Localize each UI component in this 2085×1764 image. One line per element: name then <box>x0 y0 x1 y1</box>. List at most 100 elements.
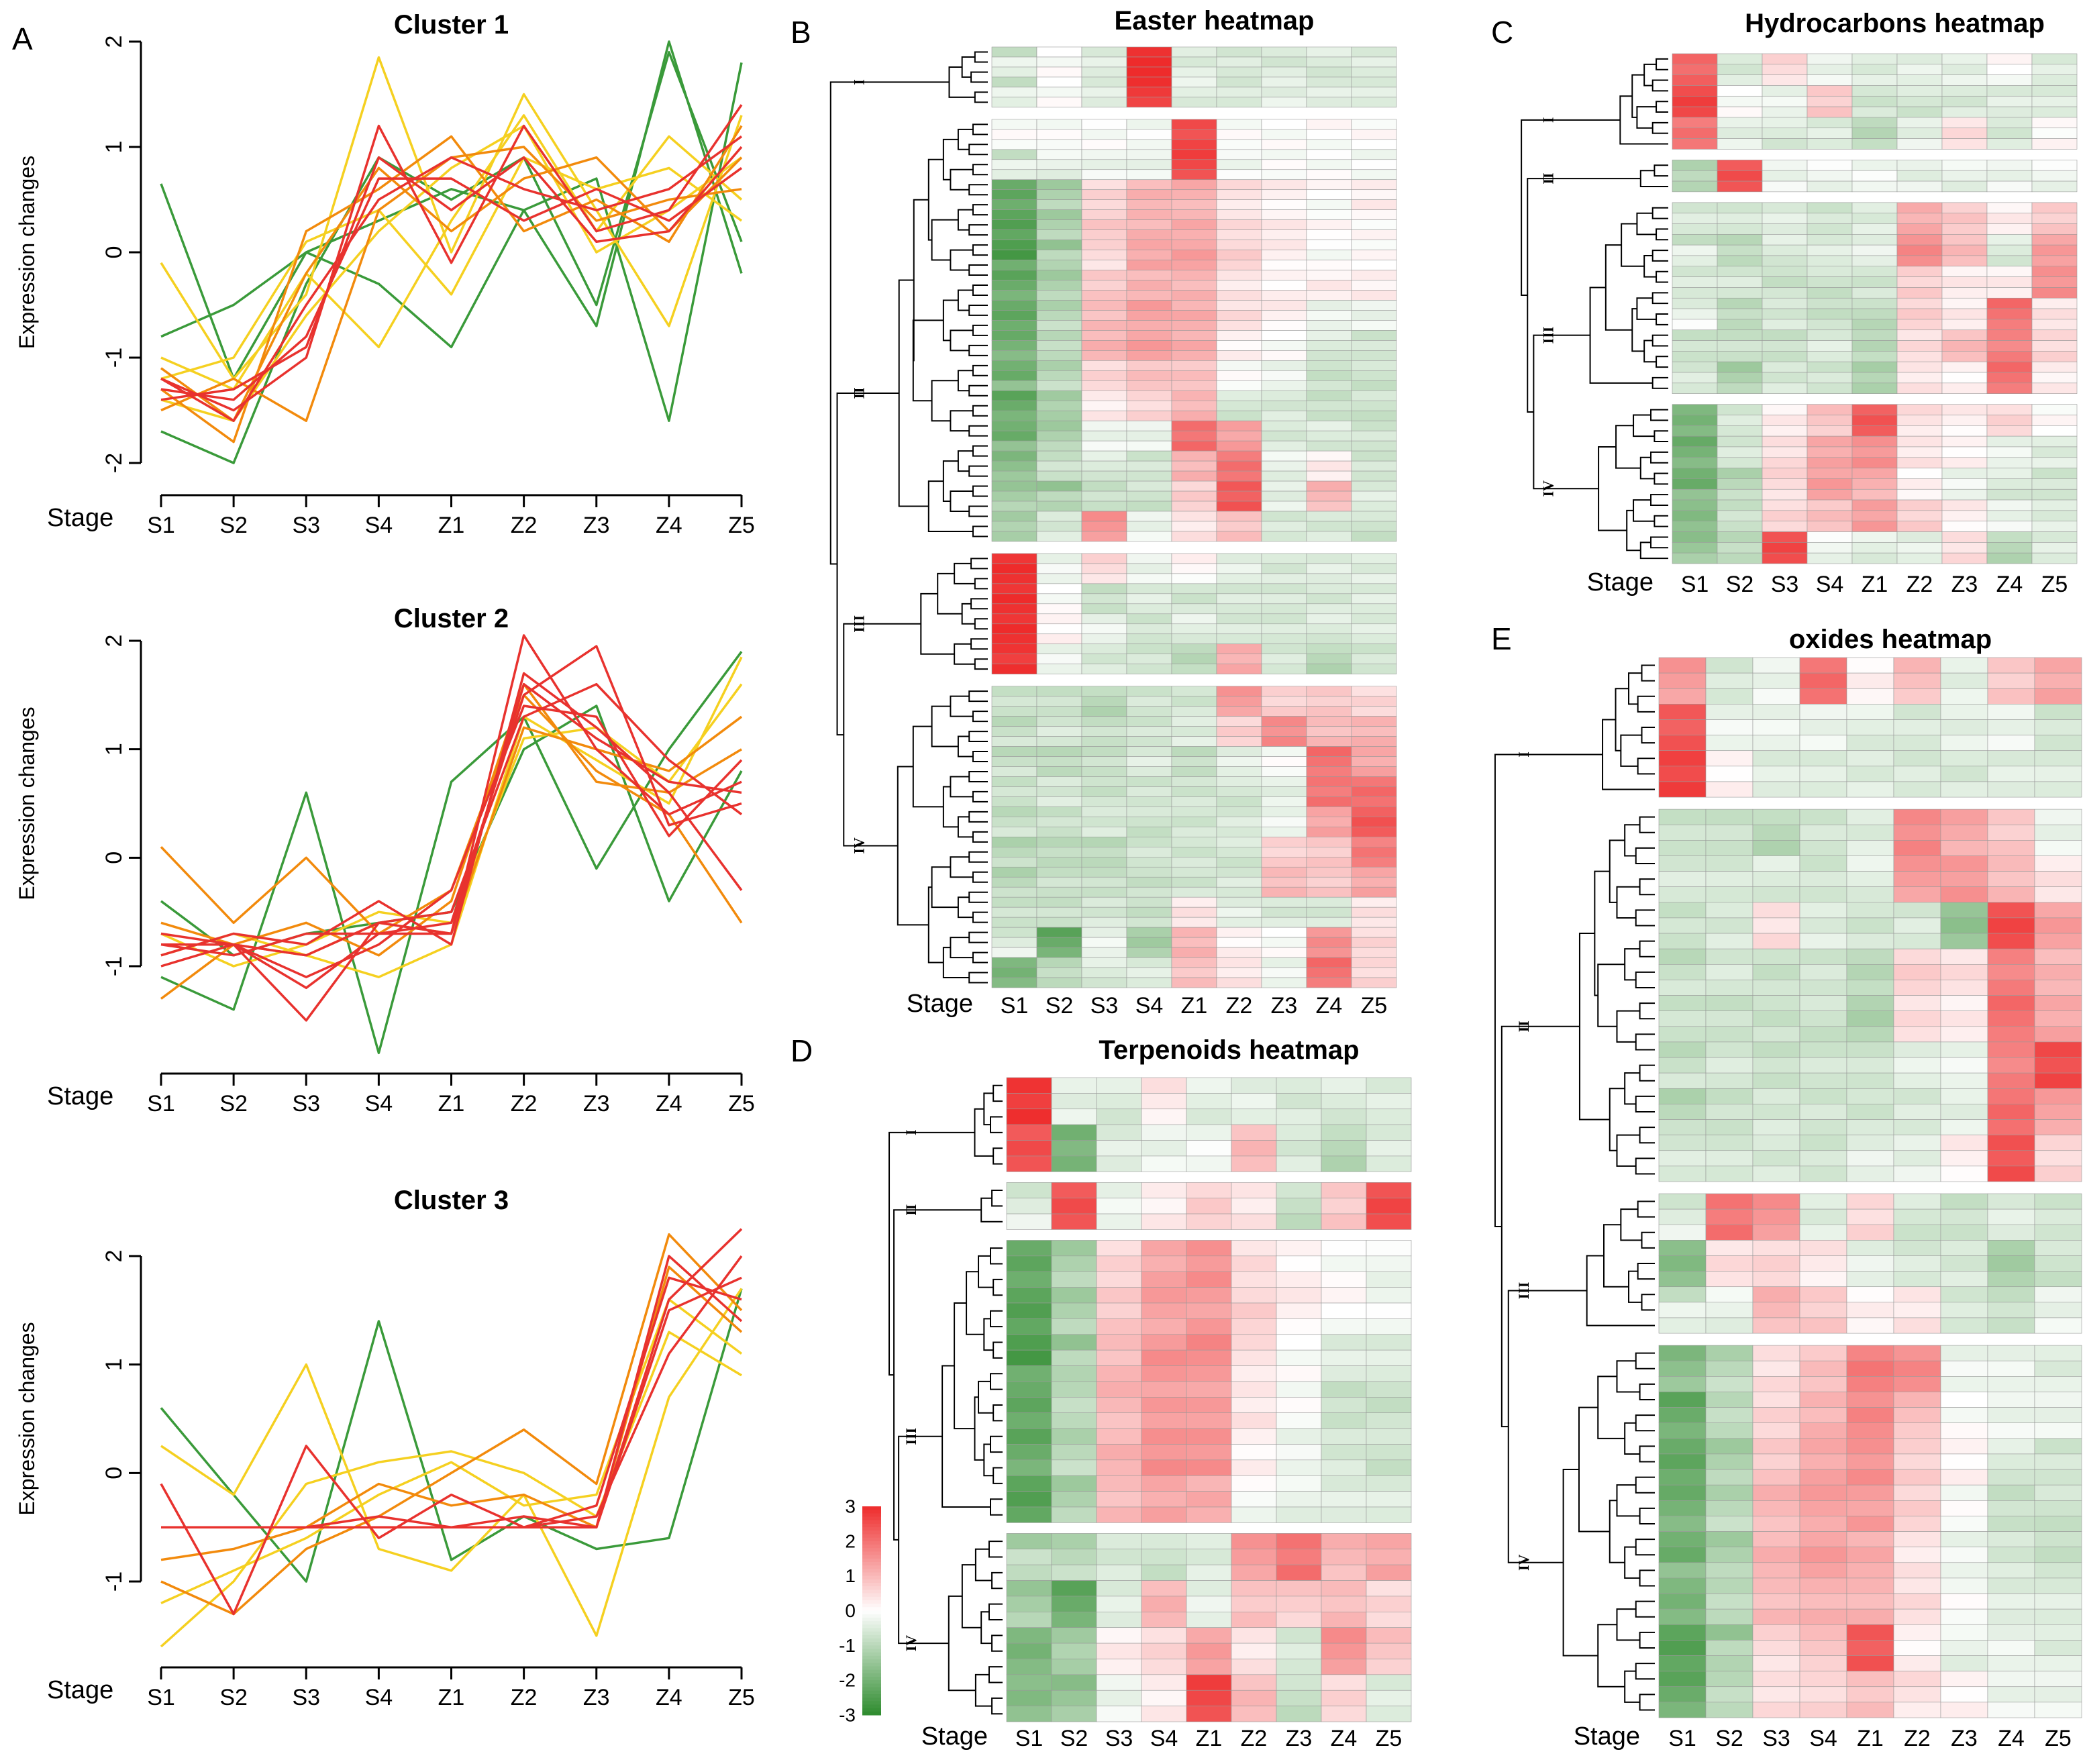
heatmap-cell <box>1986 329 2033 341</box>
heatmap-cell <box>1807 521 1853 532</box>
heatmap-cell <box>1186 1627 1232 1644</box>
heatmap-cell <box>1126 736 1172 747</box>
heatmap-cell <box>1186 1564 1232 1581</box>
color-scale-step <box>862 1590 881 1594</box>
heatmap-cell <box>1171 886 1217 898</box>
heatmap-cell <box>1846 1547 1894 1563</box>
heatmap-cell <box>1096 1213 1142 1230</box>
heatmap-cell <box>1799 902 1847 919</box>
heatmap-cell <box>1752 1422 1800 1439</box>
heatmap-cell <box>1752 933 1800 949</box>
heatmap-cell <box>1941 276 1988 288</box>
heatmap-cell <box>1846 1345 1894 1361</box>
heatmap-cell <box>991 360 1037 371</box>
heatmap-cell <box>1216 310 1262 321</box>
heatmap-cell <box>1171 786 1217 797</box>
heatmap-cell <box>1171 511 1217 522</box>
column-label: S2 <box>1060 1726 1088 1751</box>
heatmap-cell <box>1672 170 1718 182</box>
heatmap-cell <box>1261 716 1307 727</box>
heatmap-cell <box>1006 1349 1052 1366</box>
heatmap-cell <box>1807 468 1853 479</box>
heatmap-cell <box>1893 750 1941 767</box>
heatmap-cell <box>1705 1655 1753 1671</box>
heatmap-cell <box>1126 817 1172 827</box>
heatmap-cell <box>1036 696 1082 707</box>
heatmap-cell <box>1941 138 1988 150</box>
heatmap-cell <box>1171 320 1217 331</box>
heatmap-cell <box>1658 1193 1707 1210</box>
heatmap-cell <box>1306 260 1352 270</box>
heatmap-cell <box>1321 1287 1367 1304</box>
heatmap-cell <box>1807 308 1853 320</box>
heatmap-cell <box>1096 1580 1142 1597</box>
heatmap-cell <box>991 66 1037 78</box>
heatmap-cell <box>1846 995 1894 1011</box>
heatmap-cell <box>1096 1077 1142 1094</box>
heatmap-cell <box>2034 1088 2082 1104</box>
heatmap-cell <box>1940 1547 1988 1563</box>
heatmap-cell <box>1987 688 2035 705</box>
heatmap-cell <box>1276 1627 1322 1644</box>
heatmap-cell <box>1306 583 1352 594</box>
heatmap-cluster-IV <box>1672 404 2078 564</box>
heatmap-cell <box>1752 980 1800 996</box>
heatmap-cell <box>1231 1365 1277 1382</box>
heatmap-cell <box>1705 1104 1753 1120</box>
heatmap-cell <box>1762 478 1808 490</box>
heatmap-cell <box>1351 320 1397 331</box>
heatmap-cell <box>1081 633 1127 645</box>
heatmap-cell <box>1893 1286 1941 1303</box>
heatmap-cell <box>1672 468 1718 479</box>
heatmap-cell <box>1231 1549 1277 1565</box>
color-scale-step <box>862 1593 881 1598</box>
heatmap-cell <box>1036 511 1082 522</box>
heatmap-cell <box>1141 1459 1187 1476</box>
dendrogram-branch <box>972 711 988 723</box>
heatmap-cell <box>1306 947 1352 958</box>
y-axis-label: Expression changes <box>15 156 39 349</box>
heatmap-cell <box>1807 276 1853 288</box>
x-tick-label: Z4 <box>656 513 682 538</box>
heatmap-cell <box>1231 1580 1277 1597</box>
heatmap-cell <box>1658 1624 1707 1641</box>
dendrogram-branch <box>961 603 975 625</box>
heatmap-cell <box>1096 1255 1142 1272</box>
heatmap-cell <box>1126 189 1172 200</box>
heatmap-cell <box>1987 1671 2035 1688</box>
heatmap-cell <box>1807 85 1853 97</box>
heatmap-cluster-I <box>991 46 1397 108</box>
heatmap-cell <box>1306 410 1352 421</box>
heatmap-cell <box>1366 1255 1412 1272</box>
heatmap-cell <box>1851 510 1898 522</box>
heatmap-cell <box>1351 947 1397 958</box>
heatmap-cell <box>1351 240 1397 250</box>
heatmap-cell <box>1893 1026 1941 1043</box>
heatmap-cell <box>1986 160 2033 171</box>
heatmap-cell <box>1672 266 1718 277</box>
heatmap-cell <box>1366 1198 1412 1214</box>
column-label: S3 <box>1762 1726 1790 1751</box>
heatmap-cell <box>1986 468 2033 479</box>
dendrogram-branch <box>974 578 988 590</box>
heatmap-cell <box>1216 199 1262 210</box>
heatmap-cell <box>1231 1459 1277 1476</box>
heatmap-cell <box>1261 563 1307 574</box>
heatmap-cell <box>1717 297 1763 309</box>
dendrogram-branch <box>972 831 988 843</box>
heatmap-cell <box>1672 340 1718 352</box>
heatmap-cell <box>1366 1213 1412 1230</box>
heatmap-cell <box>1126 169 1172 180</box>
dendrogram-branch <box>1635 1663 1655 1680</box>
heatmap-title: Hydrocarbons heatmap <box>1745 9 2045 38</box>
heatmap-cell <box>1306 46 1352 58</box>
heatmap-cell <box>1261 603 1307 615</box>
stage-label: Stage <box>47 1676 113 1704</box>
heatmap-cell <box>1986 74 2033 86</box>
heatmap-cell <box>1051 1627 1097 1644</box>
heatmap-cell <box>1896 457 1943 468</box>
heatmap-cell <box>1081 260 1127 270</box>
heatmap-cell <box>1705 719 1753 735</box>
